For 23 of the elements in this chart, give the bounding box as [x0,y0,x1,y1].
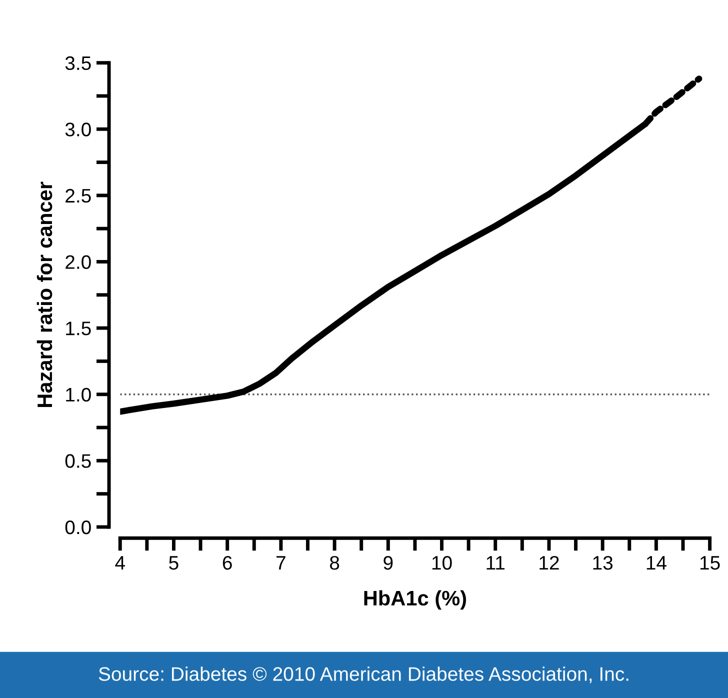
y-axis-title: Hazard ratio for cancer [36,182,52,407]
x-tick-label: 12 [540,556,559,570]
x-tick-label: 10 [432,556,452,570]
x-tick-label: 8 [330,556,340,570]
y-tick-label: 1.0 [66,388,91,402]
y-tick-label: 0.0 [65,520,91,534]
y-tick-label: 1.5 [66,322,91,336]
x-tick-label: 11 [486,556,505,570]
x-tick-label: 9 [384,556,393,570]
x-tick-label: 14 [646,556,666,570]
x-tick-label: 7 [276,556,286,570]
y-tick-label: 0.5 [65,454,91,468]
y-tick-label: 3.5 [65,56,91,70]
x-tick-label: 13 [593,556,613,570]
x-axis-title: HbA1c (%) [364,590,466,610]
x-tick-label: 6 [222,556,232,570]
y-tick-label: 2.5 [66,188,91,203]
source-note: Source: Diabetes © 2010 American Diabetes Association, Inc. [98,666,628,684]
y-tick-label: 2.0 [66,255,91,269]
x-tick-label: 5 [169,556,178,570]
x-tick-label: 4 [115,556,125,570]
y-tick-label: 3.0 [65,122,91,136]
x-tick-label: 15 [700,556,720,570]
